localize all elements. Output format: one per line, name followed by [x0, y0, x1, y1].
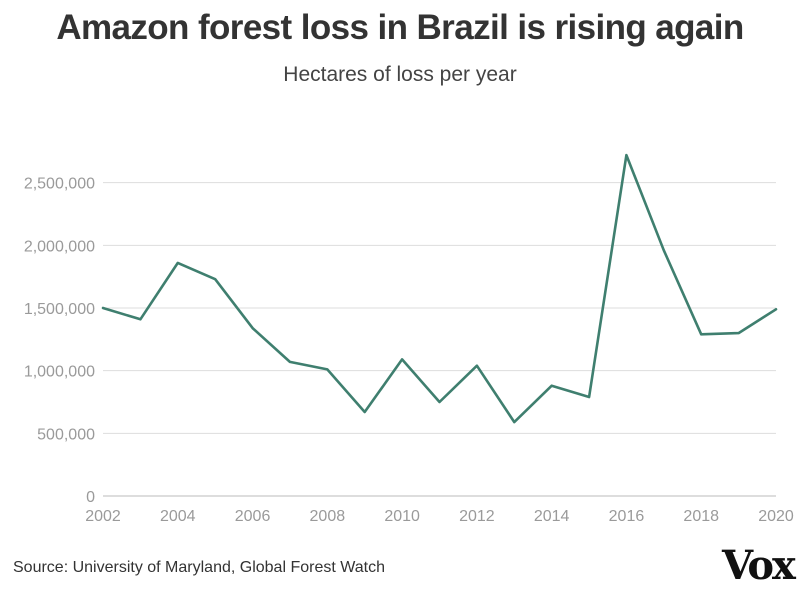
x-tick-label: 2014 [534, 508, 570, 525]
x-tick-label: 2006 [235, 508, 271, 525]
y-tick-label: 500,000 [37, 426, 95, 443]
vox-logo: Vox [722, 542, 796, 589]
x-tick-label: 2012 [459, 508, 495, 525]
series-line-layer [101, 153, 778, 424]
y-tick-label: 0 [86, 489, 95, 506]
x-tick-label: 2016 [609, 508, 645, 525]
x-tick-label: 2002 [85, 508, 121, 525]
gridlines [103, 182, 776, 497]
series-line [101, 153, 778, 424]
y-axis-tick-labels: 0 500,000 1,000,000 1,500,000 2,000,000 2,500… [24, 176, 95, 506]
x-tick-label: 2020 [758, 508, 794, 525]
y-tick-label: 1,500,000 [24, 301, 95, 318]
x-tick-label: 2004 [160, 508, 196, 525]
y-tick-label: 2,500,000 [24, 176, 95, 193]
y-tick-label: 2,000,000 [24, 238, 95, 255]
chart-subtitle: Hectares of loss per year [283, 63, 517, 86]
x-tick-label: 2010 [384, 508, 420, 525]
x-axis-tick-labels: 2002 2004 2006 2008 2010 2012 2014 2016 2018 2020 [85, 508, 794, 525]
chart-title: Amazon forest loss in Brazil is rising a… [56, 8, 744, 47]
x-tick-label: 2018 [683, 508, 719, 525]
y-tick-label: 1,000,000 [24, 364, 95, 381]
source-note: Source: University of Maryland, Global F… [13, 559, 385, 576]
x-tick-label: 2008 [310, 508, 346, 525]
